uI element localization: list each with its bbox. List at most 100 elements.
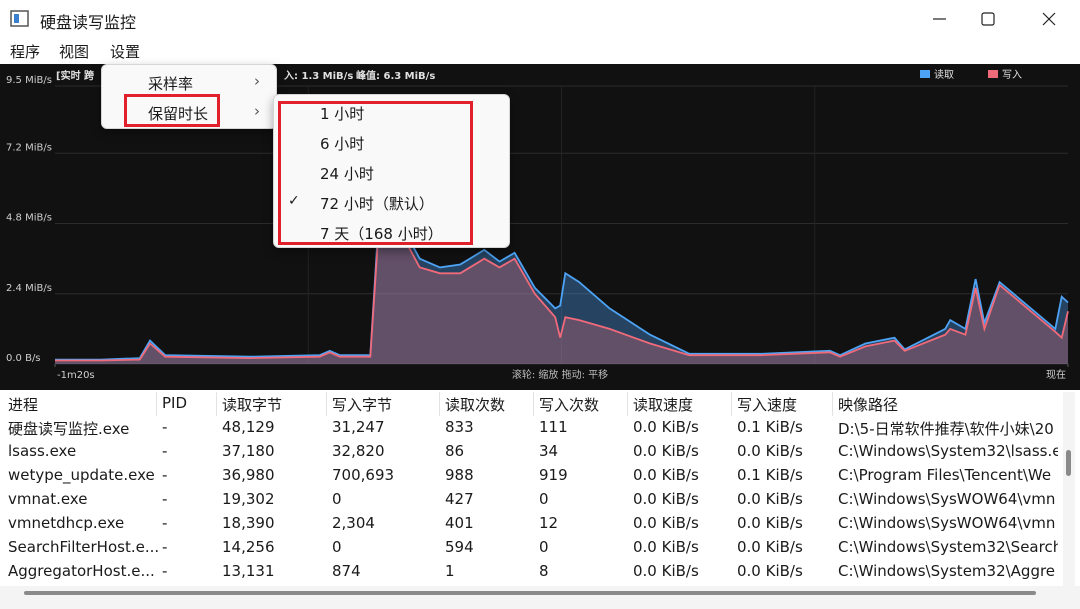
table-cell: wetype_update.exe: [8, 466, 155, 484]
menu-bar: 程序 视图 设置: [0, 38, 1080, 64]
table-cell: 427: [445, 490, 474, 508]
x-tick-label: 现在: [1046, 369, 1066, 381]
horizontal-scrollbar[interactable]: [0, 586, 1080, 609]
menu-option[interactable]: 7 天（168 小时）: [320, 225, 443, 243]
table-cell: 31,247: [332, 418, 385, 436]
table-cell: 0.1 KiB/s: [737, 418, 803, 436]
table-cell: 2,304: [332, 514, 375, 532]
table-cell: -: [162, 442, 168, 460]
process-table: 进程 PID 读取字节 写入字节 读取次数 写入次数 读取速度 写入速度 映像路径 硬盘读写监控.…: [0, 392, 1060, 586]
column-separator: [832, 392, 833, 416]
menu-option[interactable]: 24 小时: [320, 165, 374, 183]
column-separator: [326, 392, 327, 416]
menu-option[interactable]: 保留时长: [148, 105, 209, 123]
column-header[interactable]: 写入次数: [539, 396, 600, 414]
table-cell: -: [162, 418, 168, 436]
table-cell: 401: [445, 514, 474, 532]
table-cell: 36,980: [222, 466, 275, 484]
table-cell: 0: [539, 490, 549, 508]
table-cell: C:\Windows\System32\Search: [838, 538, 1058, 556]
check-mark: ✓: [288, 193, 300, 209]
table-cell: -: [162, 538, 168, 556]
legend-label: 写入: [1002, 69, 1022, 81]
table-cell: SearchFilterHost.e...: [8, 538, 158, 556]
table-cell: 86: [445, 442, 465, 460]
table-cell: 988: [445, 466, 474, 484]
y-tick-label: 0.0 B/s: [6, 353, 41, 364]
retention-dropdown: 1 小时 6 小时 24 小时 72 小时（默认） 7 天（168 小时） ✓: [273, 94, 510, 248]
column-separator: [627, 392, 628, 416]
table-cell: 0.0 KiB/s: [737, 538, 803, 556]
column-header[interactable]: 读取字节: [222, 396, 283, 414]
peak-text: 峰值: 6.3 MiB/s: [356, 69, 435, 82]
table-cell: 0.0 KiB/s: [737, 442, 803, 460]
x-tick-label: -1m20s: [57, 370, 95, 381]
table-cell: C:\Windows\SysWOW64\vmn: [838, 490, 1056, 508]
column-header[interactable]: 写入字节: [332, 396, 393, 414]
table-cell: 874: [332, 562, 361, 580]
table-cell: 0.0 KiB/s: [633, 490, 699, 508]
table-cell: 0: [539, 538, 549, 556]
highlight-box: [124, 94, 220, 127]
column-separator: [533, 392, 534, 416]
vertical-scrollbar[interactable]: [1063, 392, 1075, 586]
table-cell: 594: [445, 538, 474, 556]
menu-item[interactable]: 程序: [10, 43, 41, 61]
table-cell: C:\Windows\SysWOW64\vmn: [838, 514, 1056, 532]
table-cell: C:\Program Files\Tencent\We: [838, 466, 1052, 484]
table-cell: 48,129: [222, 418, 275, 436]
table-cell: 919: [539, 466, 568, 484]
column-header[interactable]: 读取次数: [445, 396, 506, 414]
legend-swatch: [920, 70, 930, 78]
menu-item[interactable]: 视图: [59, 43, 90, 61]
table-cell: 0.0 KiB/s: [737, 490, 803, 508]
table-cell: 34: [539, 442, 559, 460]
column-header[interactable]: 映像路径: [838, 396, 899, 414]
title-bar: 硬盘读写监控: [0, 0, 1080, 38]
hint-text: 滚轮: 缩放 拖动: 平移: [512, 368, 608, 381]
column-header[interactable]: 读取速度: [633, 396, 694, 414]
table-cell: -: [162, 514, 168, 532]
column-header[interactable]: 写入速度: [737, 396, 798, 414]
menu-option[interactable]: 6 小时: [320, 135, 365, 153]
highlight-box: [278, 101, 473, 245]
scroll-thumb[interactable]: [24, 591, 1036, 595]
table-cell: C:\Windows\System32\Aggre: [838, 562, 1056, 580]
table-cell: 111: [539, 418, 568, 436]
column-separator: [156, 392, 157, 416]
table-cell: 0.0 KiB/s: [737, 562, 803, 580]
table-cell: 8: [539, 562, 549, 580]
table-cell: AggregatorHost.e...: [8, 562, 155, 580]
table-cell: 14,256: [222, 538, 275, 556]
column-separator: [731, 392, 732, 416]
column-header[interactable]: 进程: [8, 396, 39, 414]
y-tick-label: 9.5 MiB/s: [6, 75, 52, 86]
table-cell: lsass.exe: [8, 442, 77, 460]
column-header[interactable]: PID: [162, 394, 188, 412]
line: [55, 210, 1069, 361]
window-controls[interactable]: [910, 0, 1080, 38]
status-text: 入: 1.3 MiB/s: [284, 70, 353, 82]
table-cell: 0.0 KiB/s: [633, 466, 699, 484]
legend-label: 读取: [934, 68, 954, 81]
table-cell: D:\5-日常软件推荐\软件小妹\20: [838, 420, 1054, 438]
table-cell: vmnetdhcp.exe: [8, 514, 125, 532]
table-cell: 0.0 KiB/s: [633, 442, 699, 460]
y-tick-label: 2.4 MiB/s: [6, 283, 52, 294]
table-cell: -: [162, 490, 168, 508]
column-separator: [216, 392, 217, 416]
menu-option[interactable]: 采样率: [148, 75, 194, 93]
table-cell: 0: [332, 538, 342, 556]
table-cell: 18,390: [222, 514, 275, 532]
menu-option[interactable]: 72 小时（默认）: [320, 195, 434, 213]
menu-option[interactable]: 1 小时: [320, 105, 365, 123]
table-cell: 833: [445, 418, 474, 436]
table-cell: -: [162, 562, 168, 580]
table-cell: 0.0 KiB/s: [737, 514, 803, 532]
table-cell: 12: [539, 514, 559, 532]
table-cell: 37,180: [222, 442, 275, 460]
table-cell: 0: [332, 490, 342, 508]
scroll-thumb[interactable]: [1066, 450, 1071, 476]
menu-item[interactable]: 设置: [110, 43, 141, 61]
legend-swatch: [988, 70, 998, 78]
